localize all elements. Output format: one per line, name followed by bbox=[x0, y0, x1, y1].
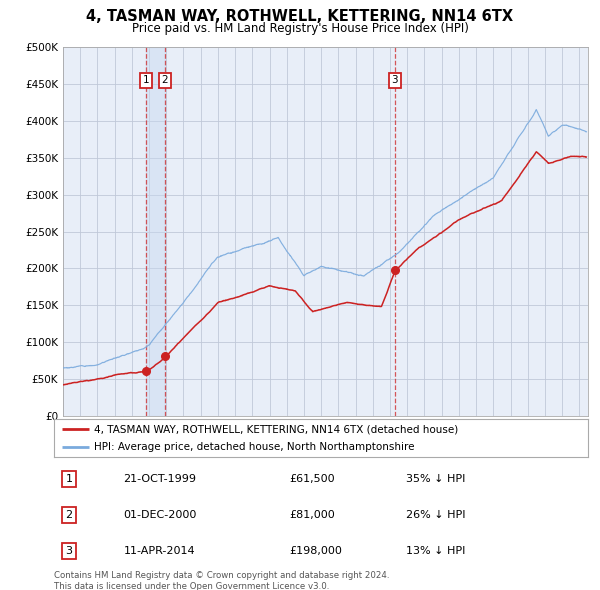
Bar bbox=[146, 47, 165, 416]
Text: 01-DEC-2000: 01-DEC-2000 bbox=[124, 510, 197, 520]
Text: £198,000: £198,000 bbox=[289, 546, 342, 556]
Text: 4, TASMAN WAY, ROTHWELL, KETTERING, NN14 6TX (detached house): 4, TASMAN WAY, ROTHWELL, KETTERING, NN14… bbox=[94, 424, 458, 434]
Text: 35% ↓ HPI: 35% ↓ HPI bbox=[406, 474, 466, 484]
Text: 1: 1 bbox=[142, 76, 149, 86]
Text: HPI: Average price, detached house, North Northamptonshire: HPI: Average price, detached house, Nort… bbox=[94, 442, 415, 452]
Text: Price paid vs. HM Land Registry's House Price Index (HPI): Price paid vs. HM Land Registry's House … bbox=[131, 22, 469, 35]
Text: £61,500: £61,500 bbox=[289, 474, 335, 484]
Text: 26% ↓ HPI: 26% ↓ HPI bbox=[406, 510, 466, 520]
Text: 2: 2 bbox=[65, 510, 73, 520]
Text: 13% ↓ HPI: 13% ↓ HPI bbox=[406, 546, 466, 556]
Text: 21-OCT-1999: 21-OCT-1999 bbox=[124, 474, 196, 484]
Text: Contains HM Land Registry data © Crown copyright and database right 2024.
This d: Contains HM Land Registry data © Crown c… bbox=[54, 571, 389, 590]
Text: 3: 3 bbox=[65, 546, 73, 556]
Text: £81,000: £81,000 bbox=[289, 510, 335, 520]
Text: 2: 2 bbox=[161, 76, 168, 86]
Text: 4, TASMAN WAY, ROTHWELL, KETTERING, NN14 6TX: 4, TASMAN WAY, ROTHWELL, KETTERING, NN14… bbox=[86, 9, 514, 24]
Text: 3: 3 bbox=[392, 76, 398, 86]
Text: 1: 1 bbox=[65, 474, 73, 484]
Text: 11-APR-2014: 11-APR-2014 bbox=[124, 546, 195, 556]
